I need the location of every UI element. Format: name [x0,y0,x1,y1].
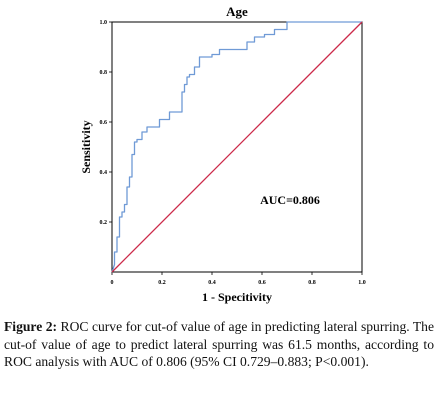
x-tick-label: 0.8 [308,280,316,286]
x-tick-label: 0.4 [208,280,216,286]
auc-annotation: AUC=0.806 [260,193,320,207]
y-tick-label: 0.4 [100,170,108,176]
roc-curve-line [111,21,362,273]
chart-title: Age [226,4,248,19]
series-layer [111,21,363,273]
y-axis-ticks: 0.2 0.4 0.6 0.8 1.0 [100,20,112,226]
plot-frame [111,21,363,273]
x-tick-label: 1.0 [358,280,366,286]
x-axis-ticks: 0 0.2 0.4 0.6 0.8 1.0 [111,272,366,286]
y-tick-label: 1.0 [100,20,108,26]
roc-chart: Age 0 0.2 0.4 0.6 0.8 1.0 0.2 0.4 0.6 0.8 1.0 AUC… [79,4,366,304]
y-tick-label: 0.2 [100,220,108,226]
x-tick-label: 0 [111,280,114,286]
figure-caption: Figure 2: ROC curve for cut-of value of … [4,318,434,371]
x-axis-label: 1 - Specitivity [202,290,272,304]
roc-figure: Age 0 0.2 0.4 0.6 0.8 1.0 0.2 0.4 0.6 0.8 1.0 AUC… [79,4,366,304]
caption-label: Figure 2: [4,319,58,334]
y-tick-label: 0.8 [100,70,108,76]
reference-diagonal-line [111,21,363,273]
y-tick-label: 0.6 [100,120,108,126]
x-tick-label: 0.2 [158,280,166,286]
caption-text: ROC curve for cut-of value of age in pre… [4,319,435,369]
y-axis-label: Sensitivity [79,120,93,173]
x-tick-label: 0.6 [258,280,266,286]
